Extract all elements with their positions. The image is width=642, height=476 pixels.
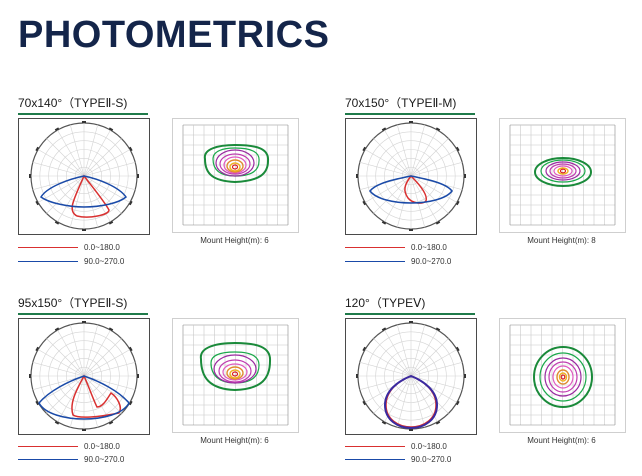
isolux-diagram: [499, 118, 626, 233]
mount-height-value: 8: [591, 236, 596, 245]
mount-height-label: Mount Height(m):: [200, 236, 263, 245]
polar-diagram: [345, 118, 477, 235]
isolux-contours: [203, 143, 270, 184]
title-underline: [345, 113, 475, 115]
title-underline: [18, 313, 148, 315]
curve-0-180: [404, 174, 428, 204]
photometric-block-1: 70x140°（TYPEⅡ-S) Mount Height(m): 6: [18, 96, 318, 276]
polar-diagram: [345, 318, 477, 435]
polar-diagram: [18, 118, 150, 235]
block-title: 70x140°（TYPEⅡ-S): [18, 96, 128, 110]
isolux-grid: [182, 124, 289, 226]
polar-diagram: [18, 318, 150, 435]
isolux-contours: [534, 157, 592, 187]
isolux-grid: [509, 124, 616, 226]
title-underline: [18, 113, 148, 115]
isolux-diagram: [499, 318, 626, 433]
photometric-block-3: 95x150°（TYPEⅡ-S) Mount Height(m): 6: [18, 296, 318, 476]
curve-90-270: [38, 375, 130, 420]
photometric-block-4: 120°（TYPEⅤ) Mount Height(m): 6: [345, 296, 642, 476]
mount-height-label: Mount Height(m):: [527, 436, 590, 445]
curve-0-180: [71, 174, 110, 218]
mount-height-value: 6: [264, 436, 269, 445]
mount-height-label: Mount Height(m):: [527, 236, 590, 245]
polar-grid: [356, 321, 466, 431]
curve-90-270: [383, 374, 439, 430]
mount-height: Mount Height(m): 6: [172, 436, 297, 445]
polar-grid: [356, 121, 466, 231]
mount-height: Mount Height(m): 6: [172, 236, 297, 245]
curve-90-270: [40, 175, 128, 208]
mount-height: Mount Height(m): 6: [499, 436, 624, 445]
polar-grid: [29, 121, 139, 231]
curve-90-270: [369, 175, 453, 204]
block-title: 70x150°（TYPEⅡ-M): [345, 96, 457, 110]
mount-height-value: 6: [591, 436, 596, 445]
isolux-grid: [182, 324, 289, 426]
isolux-diagram: [172, 118, 299, 233]
block-title: 120°（TYPEⅤ): [345, 296, 426, 310]
mount-height: Mount Height(m): 8: [499, 236, 624, 245]
mount-height-label: Mount Height(m):: [200, 436, 263, 445]
page-title: PHOTOMETRICS: [18, 14, 330, 56]
isolux-contours: [199, 341, 272, 392]
isolux-contours: [533, 346, 593, 408]
mount-height-value: 6: [264, 236, 269, 245]
title-underline: [345, 313, 475, 315]
block-title: 95x150°（TYPEⅡ-S): [18, 296, 128, 310]
photometric-block-2: 70x150°（TYPEⅡ-M) Mount Height(m): 8: [345, 96, 642, 276]
isolux-diagram: [172, 318, 299, 433]
curve-0-180: [71, 374, 122, 418]
